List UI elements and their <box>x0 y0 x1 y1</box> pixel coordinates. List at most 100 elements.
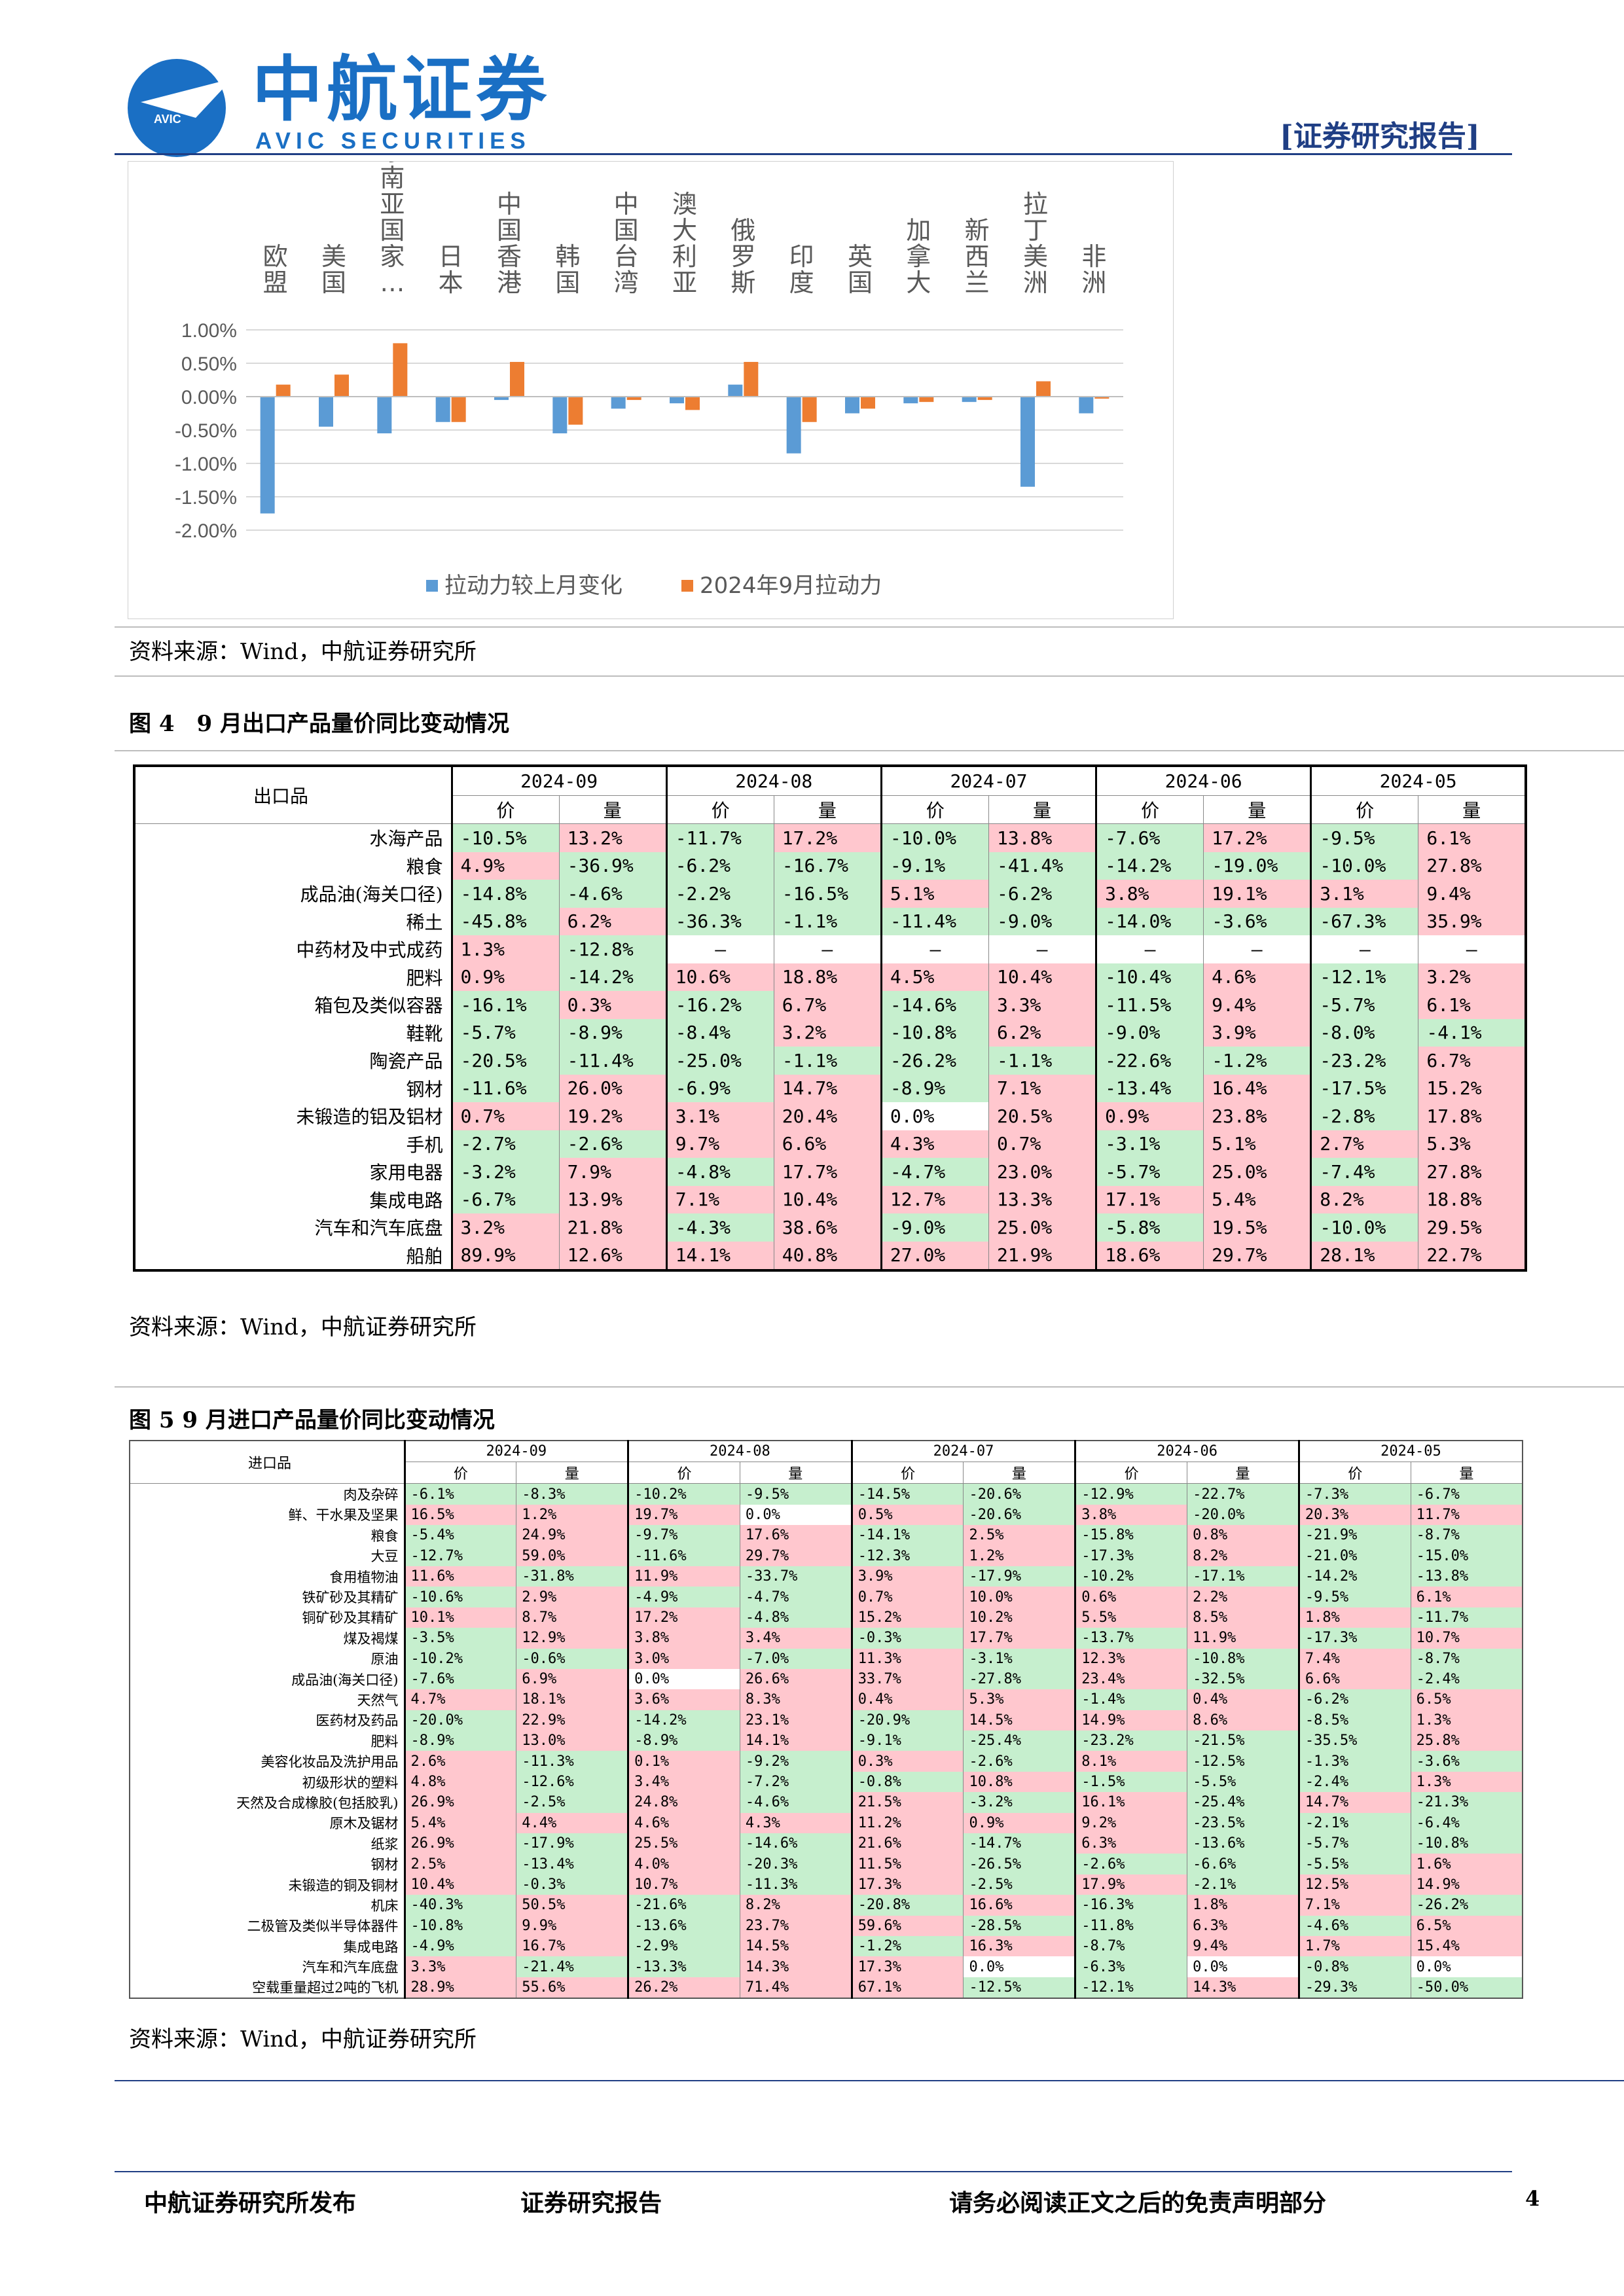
data-cell: -21.6% <box>627 1895 740 1916</box>
data-cell: 2.9% <box>516 1587 628 1607</box>
data-cell: 55.6% <box>516 1977 628 1999</box>
data-cell: -4.6% <box>1297 1915 1411 1936</box>
data-cell: 71.4% <box>739 1977 852 1999</box>
data-cell: 59.0% <box>516 1545 628 1566</box>
import-price-header: 价 <box>1074 1462 1187 1484</box>
data-cell: 25.5% <box>627 1833 740 1854</box>
data-cell: 12.9% <box>516 1628 628 1649</box>
data-cell: 17.6% <box>739 1525 852 1546</box>
row-label: 家用电器 <box>134 1158 452 1186</box>
data-cell: 6.7% <box>1418 1047 1526 1075</box>
data-cell: 6.2% <box>558 907 667 935</box>
data-cell: -6.7% <box>450 1185 560 1213</box>
data-cell: -10.5% <box>450 823 560 852</box>
import-volume-header: 量 <box>739 1462 852 1484</box>
data-cell: -12.7% <box>403 1545 516 1566</box>
table-row: 煤及褐煤 -3.5% 12.9% 3.8% 3.4% -0.3% 17.7% -13.7% 11… <box>129 1628 1523 1649</box>
y-tick-label: 1.00% <box>181 320 237 342</box>
data-cell: -10.0% <box>1310 1213 1418 1242</box>
data-cell: 13.3% <box>988 1185 1096 1213</box>
table-row: 船舶 89.9% 12.6% 14.1% 40.8% 27.0% 21.9% 18.6% 29.… <box>134 1241 1526 1270</box>
data-cell: 1.3% <box>450 935 560 963</box>
data-cell: -14.7% <box>963 1833 1075 1854</box>
table-row: 大豆 -12.7% 59.0% -11.6% 29.7% -12.3% 1.2% -17.3%… <box>129 1545 1523 1566</box>
bar <box>568 397 583 425</box>
header-rule <box>115 153 1512 155</box>
fig5-source-note: 资料来源：Wind，中航证券研究所 <box>129 2026 477 2053</box>
data-cell: 10.2% <box>963 1607 1075 1628</box>
x-category-label: 新 <box>965 216 990 245</box>
data-cell: 5.1% <box>1203 1130 1311 1158</box>
data-cell: 9.4% <box>1203 991 1311 1019</box>
table-row: 水海产品 -10.5% 13.2% -11.7% 17.2% -10.0% 13.8% -7.… <box>134 823 1526 852</box>
table-row: 初级形状的塑料 4.8% -12.6% 3.4% -7.2% -0.8% 10.8% -1.5… <box>129 1771 1523 1793</box>
data-cell: -32.5% <box>1187 1668 1299 1690</box>
data-cell: 3.8% <box>627 1628 740 1649</box>
data-cell: -22.6% <box>1095 1047 1204 1075</box>
data-cell: -8.9% <box>627 1731 740 1751</box>
data-cell: 0.3% <box>558 991 667 1019</box>
data-cell: 35.9% <box>1418 907 1526 935</box>
data-cell: -10.4% <box>1095 963 1204 991</box>
bar <box>962 397 977 403</box>
data-cell: -2.8% <box>1310 1102 1418 1130</box>
table-row: 纸浆 26.9% -17.9% 25.5% -14.6% 21.6% -14.7% 6.3% -… <box>129 1833 1523 1854</box>
export-price-header: 价 <box>450 795 560 824</box>
data-cell: 8.2% <box>1310 1185 1418 1213</box>
data-cell: -10.2% <box>627 1483 740 1505</box>
data-cell: -3.1% <box>963 1648 1075 1669</box>
data-cell: 23.1% <box>739 1710 852 1731</box>
data-cell: 3.9% <box>850 1566 964 1587</box>
data-cell: -25.0% <box>665 1047 774 1075</box>
bar <box>611 397 626 409</box>
x-category-label: 度 <box>789 268 814 297</box>
x-category-label: 国 <box>380 216 405 245</box>
data-cell: -9.1% <box>880 852 989 880</box>
data-cell: -2.1% <box>1297 1812 1411 1834</box>
data-cell: -26.2% <box>1410 1895 1523 1916</box>
table-row: 铜矿砂及其精矿 10.1% 8.7% 17.2% -4.8% 15.2% 10.2% 5.5%… <box>129 1607 1523 1628</box>
table-row: 粮食 -5.4% 24.9% -9.7% 17.6% -14.1% 2.5% -15.8% 0.… <box>129 1525 1523 1546</box>
export-month-header: 2024-06 <box>1095 766 1311 796</box>
x-category-label: 兰 <box>965 268 990 297</box>
table-row: 鞋靴 -5.7% -8.9% -8.4% 3.2% -10.8% 6.2% -9.0% 3.9%… <box>134 1018 1526 1047</box>
data-cell: 8.5% <box>1187 1607 1299 1628</box>
x-category-label: 家 <box>380 242 405 271</box>
import-price-header: 价 <box>1297 1462 1411 1484</box>
data-cell: -5.7% <box>1310 991 1418 1019</box>
row-label: 食用植物油 <box>129 1566 405 1587</box>
data-cell: 7.1% <box>665 1185 774 1213</box>
export-price-header: 价 <box>1095 795 1204 824</box>
data-cell: -41.4% <box>988 852 1096 880</box>
bar <box>393 343 408 397</box>
table-row: 天然及合成橡胶(包括胶乳) 26.9% -2.5% 24.8% -4.6% 21.5% -3… <box>129 1792 1523 1813</box>
data-cell: -20.9% <box>850 1710 964 1731</box>
table-row: 汽车和汽车底盘 3.3% -21.4% -13.3% 14.3% 17.3% 0.0% -6.… <box>129 1956 1523 1977</box>
table-row: 鲜、干水果及坚果 16.5% 1.2% 19.7% 0.0% 0.5% -20.6% 3.8%… <box>129 1504 1523 1526</box>
import-corner-header: 进口品 <box>129 1441 405 1484</box>
x-category-label: 澳 <box>672 190 697 219</box>
bar <box>861 397 875 409</box>
data-cell: 3.4% <box>627 1771 740 1793</box>
data-cell: -5.8% <box>1095 1213 1204 1242</box>
row-label: 鞋靴 <box>134 1018 452 1047</box>
x-category-label: 大 <box>672 216 697 245</box>
table-row: 集成电路 -4.9% 16.7% -2.9% 14.5% -1.2% 16.3% -8.7% 9… <box>129 1935 1523 1957</box>
divider <box>115 675 1624 677</box>
row-label: 空载重量超过2吨的飞机 <box>129 1977 405 1999</box>
data-cell: 40.8% <box>773 1241 882 1270</box>
y-tick-label: 0.50% <box>181 353 237 375</box>
data-cell: -20.3% <box>739 1854 852 1874</box>
bar <box>1079 397 1094 414</box>
x-category-label: 盟 <box>263 268 288 297</box>
import-volume-header: 量 <box>516 1462 628 1484</box>
table-row: 未锻造的铜及铜材 10.4% -0.3% 10.7% -11.3% 17.3% -2.5% 1… <box>129 1874 1523 1895</box>
data-cell: – <box>773 935 882 963</box>
x-category-label: 港 <box>497 268 522 297</box>
legend-label: 拉动力较上月变化 <box>444 573 623 599</box>
data-cell: -16.3% <box>1074 1895 1187 1916</box>
table-row: 美容化妆品及洗护用品 2.6% -11.3% 0.1% -9.2% 0.3% -2.6% 8.… <box>129 1751 1523 1772</box>
row-label: 集成电路 <box>129 1935 405 1957</box>
row-label: 成品油(海关口径) <box>129 1668 405 1690</box>
table-row: 肥料 0.9% -14.2% 10.6% 18.8% 4.5% 10.4% -10.4% 4.6… <box>134 963 1526 991</box>
